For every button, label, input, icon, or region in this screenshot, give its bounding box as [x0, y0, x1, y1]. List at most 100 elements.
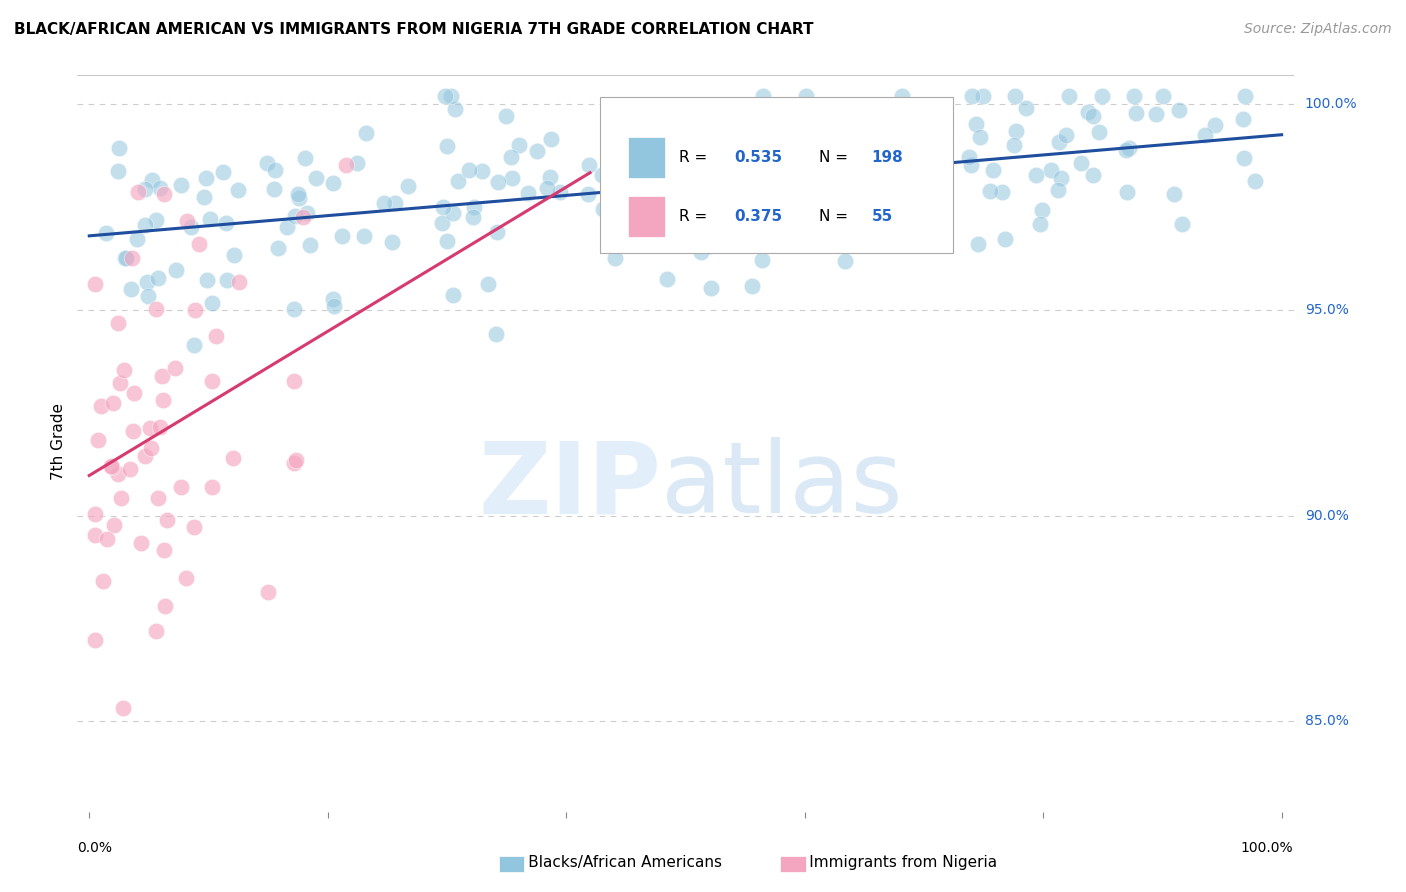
Point: [125, 232, 148, 246]
Point: [284, 209, 307, 223]
Point: [96, 532, 118, 546]
Point: [779, 215, 801, 229]
Point: [215, 216, 238, 230]
Point: [699, 281, 721, 295]
Point: [526, 145, 548, 159]
Point: [86, 434, 108, 448]
Point: [193, 189, 215, 203]
Point: [794, 89, 817, 103]
Point: [110, 491, 132, 505]
Point: [84, 528, 107, 542]
Point: [623, 153, 645, 168]
Point: [1233, 89, 1256, 103]
Point: [603, 251, 626, 265]
Point: [797, 163, 820, 178]
Text: 0.0%: 0.0%: [77, 841, 112, 855]
Point: [485, 327, 508, 342]
Point: [263, 182, 285, 196]
Point: [145, 212, 167, 227]
Point: [967, 236, 990, 251]
Point: [1029, 217, 1052, 231]
Point: [1056, 128, 1078, 142]
Point: [1152, 89, 1174, 103]
Point: [84, 633, 107, 648]
Point: [195, 273, 218, 287]
Point: [195, 171, 218, 186]
Point: [1039, 163, 1062, 178]
Point: [576, 187, 599, 202]
Point: [682, 227, 704, 241]
Point: [891, 89, 914, 103]
Point: [1025, 168, 1047, 182]
Text: atlas: atlas: [661, 437, 903, 534]
Point: [714, 191, 737, 205]
Point: [994, 232, 1017, 246]
Point: [834, 253, 856, 268]
Point: [821, 184, 844, 198]
Point: [877, 111, 900, 125]
Point: [929, 144, 952, 158]
Point: [690, 103, 713, 117]
Point: [779, 197, 801, 211]
Point: [174, 571, 197, 585]
Point: [283, 374, 305, 388]
Point: [499, 150, 522, 164]
Point: [624, 175, 647, 189]
Point: [101, 396, 124, 410]
Point: [486, 176, 509, 190]
Point: [165, 361, 187, 376]
Point: [540, 131, 562, 145]
Point: [136, 275, 159, 289]
Point: [287, 187, 309, 202]
Point: [1144, 107, 1167, 121]
Point: [1123, 89, 1146, 103]
Point: [212, 165, 235, 179]
Text: 95.0%: 95.0%: [1305, 303, 1348, 317]
Point: [170, 480, 193, 494]
Point: [592, 202, 614, 216]
Point: [346, 155, 368, 169]
Point: [129, 535, 152, 549]
Point: [957, 150, 980, 164]
Text: 90.0%: 90.0%: [1305, 508, 1348, 523]
Point: [263, 163, 285, 178]
Point: [118, 462, 141, 476]
Text: Blacks/African Americans: Blacks/African Americans: [499, 855, 723, 870]
FancyBboxPatch shape: [600, 97, 953, 252]
Point: [441, 205, 464, 219]
Point: [1244, 174, 1267, 188]
Point: [645, 221, 668, 235]
Point: [90, 399, 112, 413]
Point: [112, 363, 135, 377]
Point: [107, 141, 129, 155]
Point: [689, 161, 711, 176]
Point: [322, 299, 344, 313]
Point: [810, 102, 832, 116]
Point: [107, 163, 129, 178]
Point: [134, 181, 156, 195]
Point: [354, 127, 377, 141]
Point: [1171, 217, 1194, 231]
Text: BLACK/AFRICAN AMERICAN VS IMMIGRANTS FROM NIGERIA 7TH GRADE CORRELATION CHART: BLACK/AFRICAN AMERICAN VS IMMIGRANTS FRO…: [14, 22, 814, 37]
Point: [730, 210, 752, 224]
Point: [747, 169, 769, 183]
Point: [508, 137, 530, 152]
Point: [1015, 101, 1038, 115]
Point: [276, 220, 298, 235]
Point: [436, 139, 458, 153]
Text: R =: R =: [679, 209, 713, 224]
Point: [145, 624, 167, 638]
Point: [775, 237, 797, 252]
Point: [495, 109, 517, 123]
Point: [856, 113, 879, 128]
Point: [538, 170, 561, 185]
Point: [146, 491, 169, 506]
Point: [689, 187, 711, 202]
Point: [1167, 103, 1189, 117]
Point: [751, 228, 773, 243]
Point: [901, 203, 924, 218]
Point: [1116, 185, 1139, 199]
Point: [224, 248, 246, 262]
Point: [1004, 89, 1026, 103]
Point: [1125, 106, 1147, 120]
